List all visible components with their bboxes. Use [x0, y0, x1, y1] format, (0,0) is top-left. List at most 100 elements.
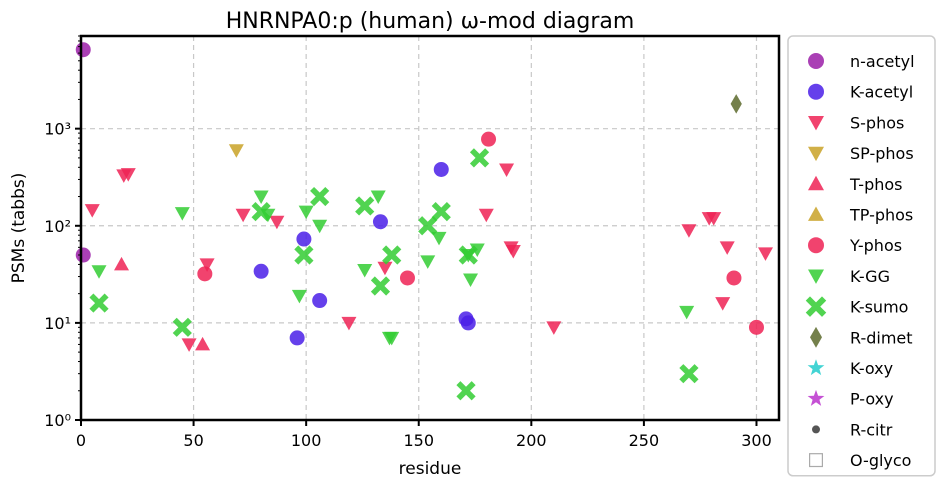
- y-tick-label: 10³: [44, 120, 71, 139]
- data-point-s-phos: [120, 168, 136, 182]
- legend-label-k-acetyl: K-acetyl: [850, 83, 913, 102]
- data-point-k-acetyl: [372, 214, 388, 230]
- data-point-s-phos: [235, 208, 251, 223]
- data-point-k-gg: [253, 190, 269, 205]
- data-point-k-sumo: [294, 245, 314, 265]
- legend-marker-s-phos: [808, 116, 824, 131]
- data-point-k-sumo: [355, 196, 375, 216]
- data-point-k-sumo: [456, 381, 476, 401]
- data-point-s-phos: [269, 215, 285, 230]
- data-point-y-phos: [197, 266, 213, 282]
- x-axis-label: residue: [399, 459, 462, 479]
- x-tick-label: 300: [741, 431, 772, 450]
- legend-marker-y-phos: [808, 237, 824, 254]
- data-point-k-gg: [463, 273, 479, 287]
- data-point-k-sumo: [370, 276, 391, 296]
- legend-label-y-phos: Y-phos: [849, 236, 902, 255]
- legend-marker-sp-phos: [808, 146, 824, 162]
- legend-marker-r-citr: [812, 425, 820, 434]
- x-tick-label: 200: [516, 431, 547, 450]
- data-point-s-phos: [478, 208, 494, 223]
- legend: n-acetyl K-acetyl S-phos SP-phos T-phos TP-ph…: [787, 35, 936, 477]
- legend-marker-k-gg: [808, 269, 824, 284]
- data-point-sp-phos: [228, 144, 244, 158]
- data-point-k-gg: [431, 231, 447, 246]
- data-point-k-gg: [291, 289, 307, 304]
- data-point-s-phos: [505, 244, 521, 259]
- plot-frame: [79, 34, 781, 422]
- data-point-t-phos: [195, 336, 211, 351]
- data-points: [75, 42, 773, 401]
- grid-lines: [81, 36, 779, 420]
- x-tick-label: 50: [183, 431, 203, 450]
- data-point-n-acetyl: [75, 247, 91, 263]
- data-point-k-sumo: [251, 201, 271, 222]
- legend-marker-k-acetyl: [808, 83, 824, 100]
- data-point-s-phos: [499, 163, 515, 177]
- legend-marker-n-acetyl: [808, 53, 824, 69]
- legend-label-k-gg: K-GG: [850, 267, 890, 286]
- data-point-s-phos: [715, 297, 731, 311]
- data-point-k-acetyl: [433, 161, 449, 177]
- data-point-k-sumo: [418, 216, 438, 236]
- data-point-k-sumo: [469, 148, 490, 168]
- y-tick-label: 10⁰: [44, 411, 71, 430]
- data-point-s-phos: [181, 338, 197, 352]
- data-point-s-phos: [341, 316, 357, 331]
- data-point-y-phos: [399, 270, 415, 286]
- legend-label-s-phos: S-phos: [850, 113, 904, 132]
- legend-marker-p-oxy: [807, 389, 825, 406]
- y-tick-label: 10¹: [44, 314, 71, 333]
- data-point-k-gg: [357, 264, 373, 278]
- data-point-s-phos: [546, 321, 562, 335]
- data-point-t-phos: [114, 256, 130, 271]
- data-point-k-sumo: [172, 317, 192, 337]
- data-point-k-sumo: [458, 245, 478, 265]
- legend-label-sp-phos: SP-phos: [850, 144, 914, 163]
- data-point-k-sumo: [382, 245, 402, 265]
- legend-label-r-citr: R-citr: [850, 420, 893, 439]
- legend-label-n-acetyl: n-acetyl: [850, 52, 915, 71]
- axis-ticks: 0 50 100 150 200 250 300 10⁰ 10¹ 10² 10³: [44, 35, 772, 450]
- data-point-k-sumo: [431, 201, 451, 222]
- data-point-s-phos: [719, 241, 735, 255]
- data-point-k-sumo: [310, 186, 330, 207]
- data-point-k-sumo: [679, 364, 699, 384]
- data-point-n-acetyl: [75, 42, 91, 58]
- x-tick-label: 150: [403, 431, 434, 450]
- legend-marker-o-glyco: [808, 453, 823, 468]
- y-axis-label: PSMs (tabbs): [9, 173, 29, 284]
- data-point-y-phos: [726, 270, 742, 286]
- x-tick-label: 100: [291, 431, 322, 450]
- legend-label-tp-phos: TP-phos: [849, 206, 913, 225]
- legend-marker-k-sumo: [805, 296, 827, 317]
- chart-title: HNRNPA0:p (human) ω-mod diagram: [226, 9, 635, 34]
- data-point-s-phos: [681, 224, 697, 238]
- legend-box: [787, 35, 936, 477]
- data-point-s-phos: [377, 261, 393, 276]
- data-point-s-phos: [84, 204, 100, 218]
- data-point-k-gg: [370, 190, 386, 205]
- legend-label-p-oxy: P-oxy: [850, 390, 894, 409]
- data-point-s-phos: [757, 247, 773, 261]
- legend-marker-tp-phos: [808, 206, 824, 221]
- legend-label-o-glyco: O-glyco: [850, 451, 911, 470]
- data-point-k-acetyl: [296, 231, 312, 247]
- data-point-k-gg: [91, 265, 107, 279]
- data-point-k-gg: [679, 305, 695, 320]
- legend-label-t-phos: T-phos: [849, 175, 903, 194]
- legend-marker-k-oxy: [807, 359, 825, 376]
- legend-label-k-oxy: K-oxy: [850, 359, 893, 378]
- data-point-y-phos: [481, 131, 497, 147]
- data-point-r-dimet: [730, 94, 742, 114]
- data-point-s-phos: [706, 212, 722, 226]
- data-point-y-phos: [748, 319, 764, 335]
- data-point-s-phos: [199, 258, 215, 272]
- legend-label-k-sumo: K-sumo: [850, 298, 908, 317]
- data-point-k-acetyl: [289, 330, 305, 346]
- legend-label-r-dimet: R-dimet: [850, 328, 913, 347]
- x-tick-label: 250: [629, 431, 660, 450]
- legend-marker-t-phos: [808, 175, 824, 191]
- y-tick-label: 10²: [44, 217, 71, 236]
